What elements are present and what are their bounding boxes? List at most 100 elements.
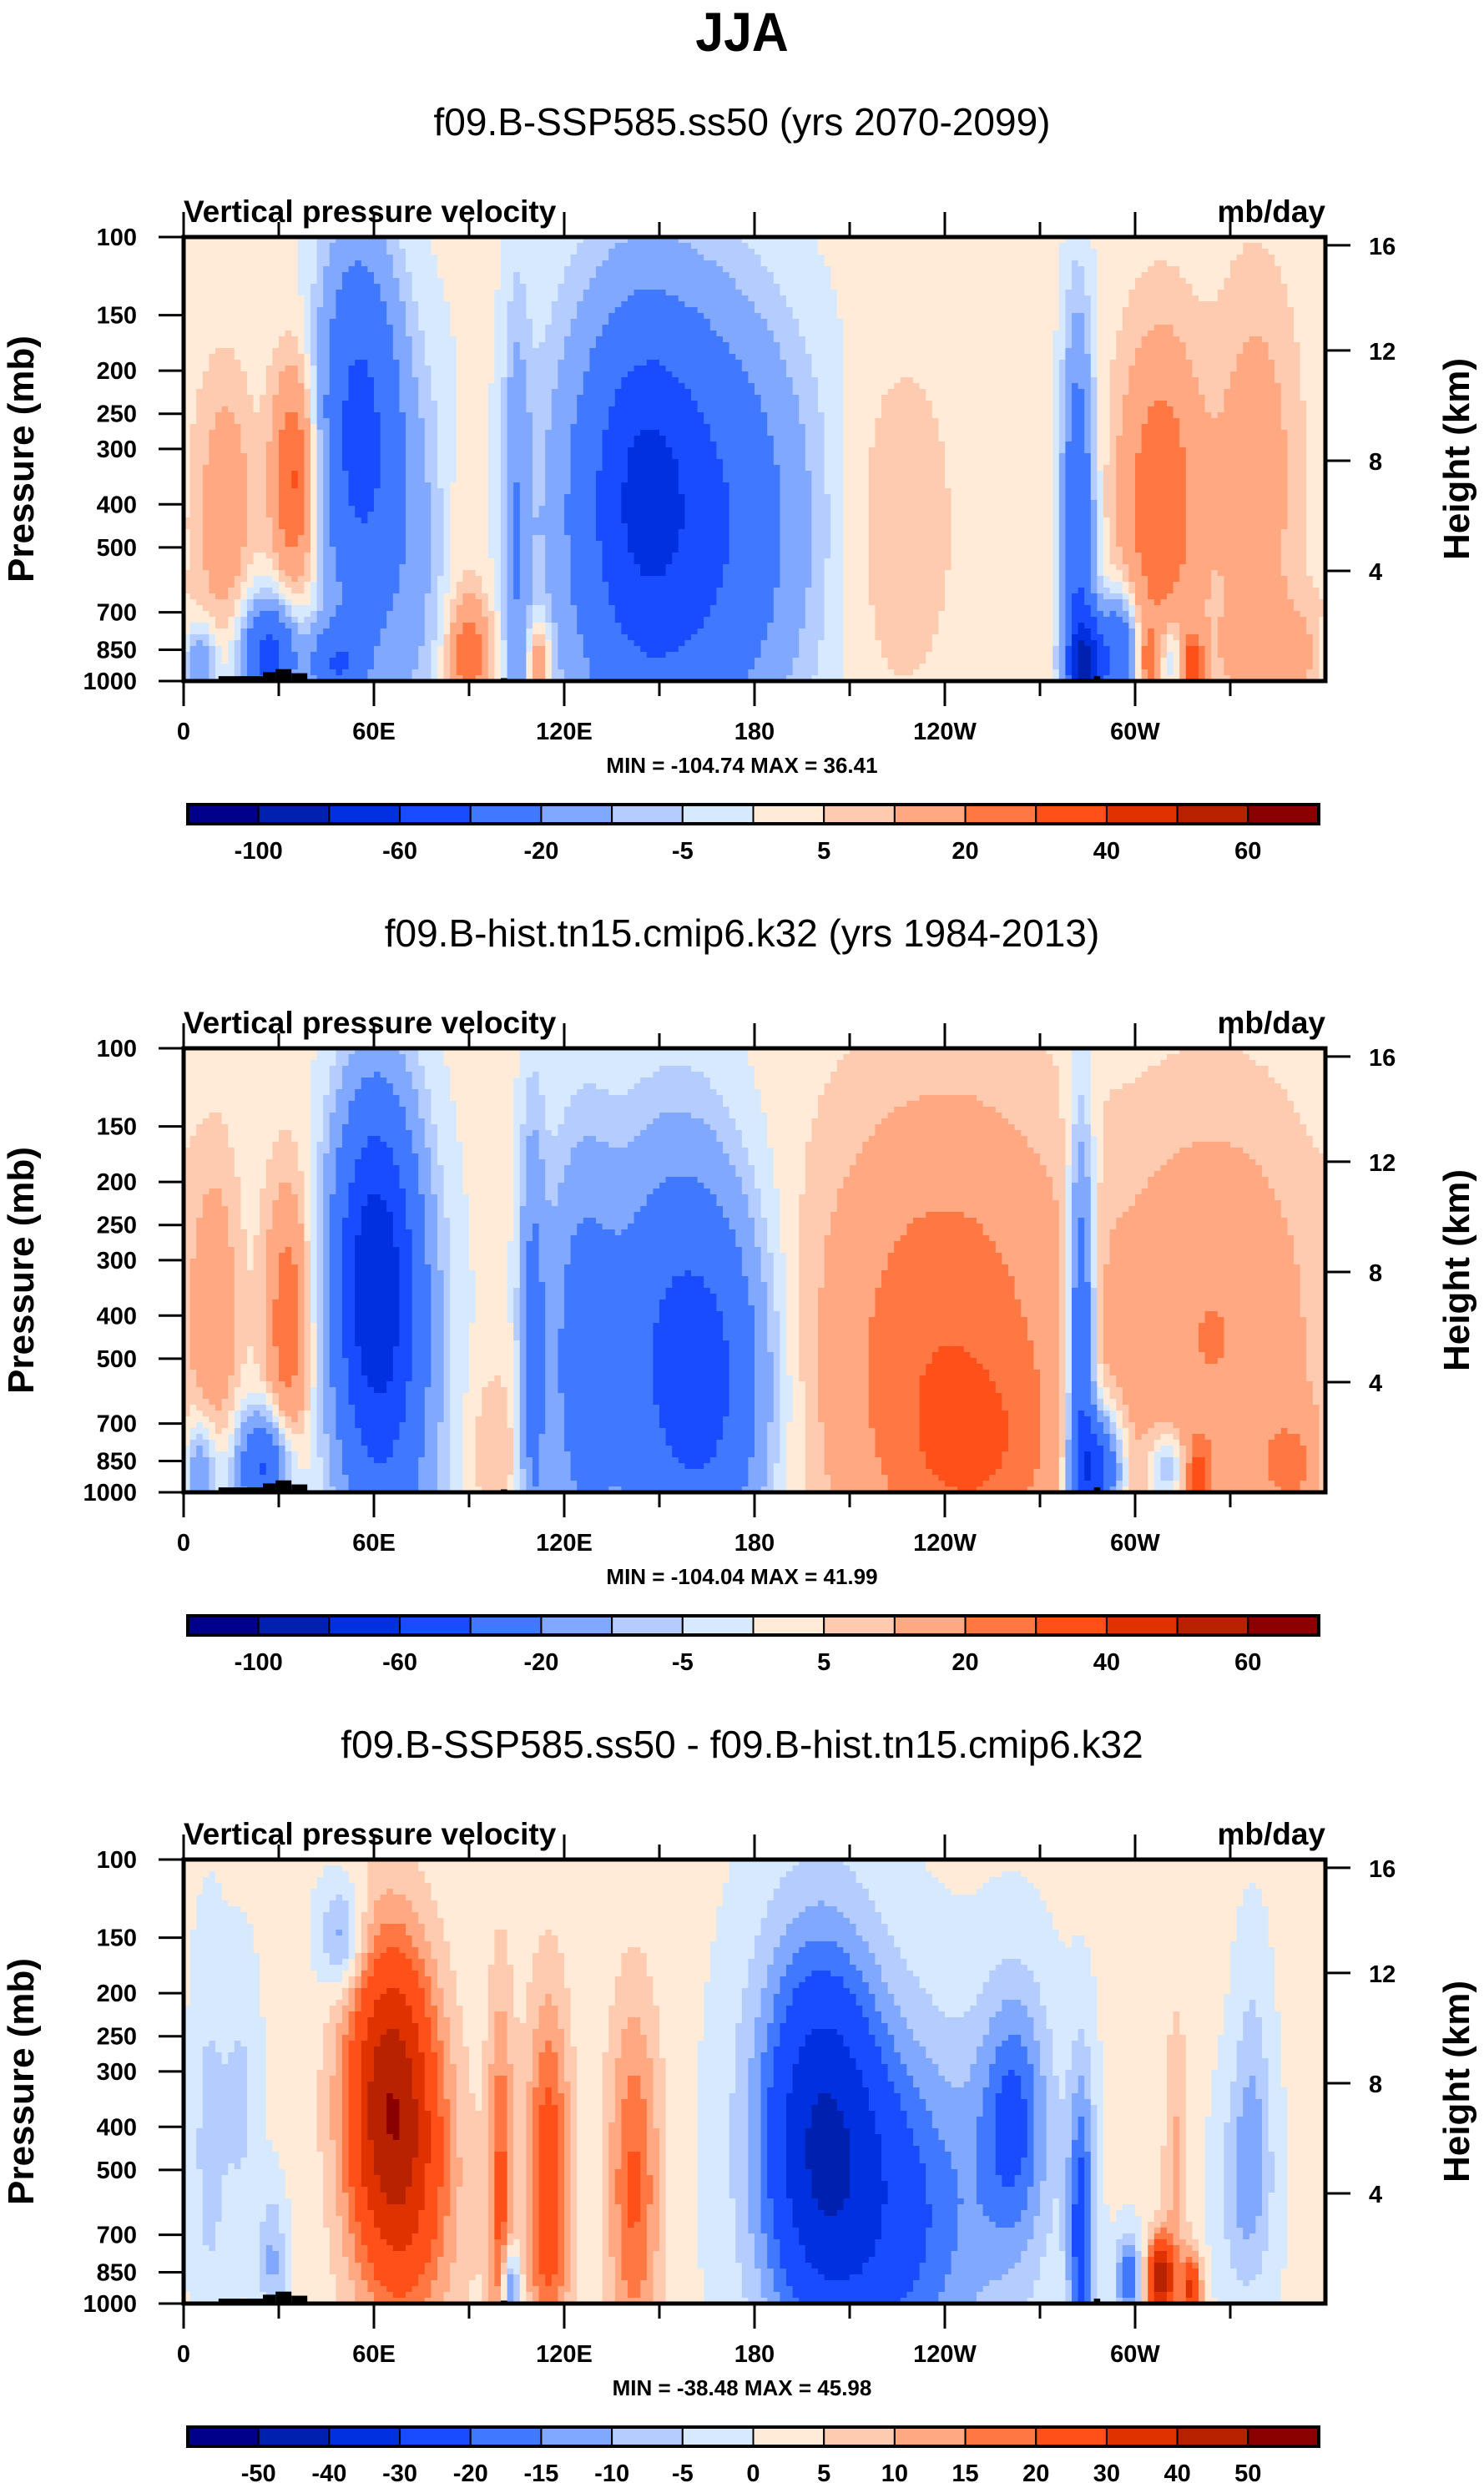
contour-cell xyxy=(938,313,945,320)
contour-cell xyxy=(374,389,381,396)
contour-cell xyxy=(215,243,222,250)
contour-cell xyxy=(228,336,235,343)
contour-cell xyxy=(1269,336,1275,343)
contour-cell xyxy=(735,377,742,384)
contour-cell xyxy=(425,278,432,285)
contour-cell xyxy=(843,272,850,279)
contour-cell xyxy=(381,383,387,390)
contour-cell xyxy=(647,383,654,390)
contour-cell xyxy=(215,371,222,378)
contour-cell xyxy=(1179,377,1186,384)
contour-cell xyxy=(1154,348,1161,355)
contour-cell xyxy=(920,395,926,401)
contour-cell xyxy=(926,319,932,326)
contour-cell xyxy=(310,284,317,290)
contour-cell xyxy=(608,278,615,285)
contour-cell xyxy=(1097,360,1103,366)
contour-cell xyxy=(552,348,558,355)
contour-cell xyxy=(843,249,850,255)
contour-cell xyxy=(1160,377,1167,384)
contour-cell xyxy=(672,243,679,250)
contour-cell xyxy=(412,313,419,320)
contour-cell xyxy=(564,354,571,361)
contour-cell xyxy=(583,383,590,390)
contour-cell xyxy=(901,395,907,401)
contour-cell xyxy=(1128,272,1135,279)
contour-cell xyxy=(279,319,285,326)
contour-cell xyxy=(1313,243,1320,250)
contour-cell xyxy=(501,260,507,267)
contour-cell xyxy=(330,307,336,314)
contour-cell xyxy=(875,266,881,273)
contour-cell xyxy=(825,307,831,314)
contour-cell xyxy=(1243,272,1249,279)
contour-cell xyxy=(1300,313,1307,320)
contour-cell xyxy=(1116,325,1123,331)
contour-cell xyxy=(1040,377,1047,384)
contour-cell xyxy=(951,383,958,390)
contour-cell xyxy=(1313,360,1320,366)
contour-cell xyxy=(1008,371,1015,378)
contour-cell xyxy=(203,284,209,290)
contour-cell xyxy=(996,319,1002,326)
contour-cell xyxy=(1148,249,1154,255)
contour-cell xyxy=(513,383,520,390)
contour-cell xyxy=(1091,272,1098,279)
contour-cell xyxy=(1186,354,1193,361)
contour-cell xyxy=(482,266,488,273)
contour-cell xyxy=(1123,342,1129,349)
contour-cell xyxy=(1174,319,1180,326)
contour-cell xyxy=(1306,278,1313,285)
contour-cell xyxy=(825,319,831,326)
contour-cell xyxy=(647,260,654,267)
contour-cell xyxy=(450,389,457,396)
contour-cell xyxy=(291,278,298,285)
contour-cell xyxy=(501,331,507,337)
contour-cell xyxy=(989,383,996,390)
contour-cell xyxy=(716,301,723,308)
contour-cell xyxy=(539,395,546,401)
contour-cell xyxy=(869,342,876,349)
contour-cell xyxy=(1123,319,1129,326)
contour-cell xyxy=(608,249,615,255)
contour-cell xyxy=(583,284,590,290)
contour-cell xyxy=(837,331,844,337)
contour-cell xyxy=(476,395,482,401)
contour-cell xyxy=(932,389,939,396)
contour-cell xyxy=(906,366,913,372)
contour-cell xyxy=(659,313,666,320)
contour-cell xyxy=(1255,307,1262,314)
contour-cell xyxy=(1306,301,1313,308)
contour-cell xyxy=(659,278,666,285)
contour-cell xyxy=(355,383,361,390)
contour-cell xyxy=(621,319,628,326)
contour-cell xyxy=(913,377,920,384)
contour-cell xyxy=(545,255,552,261)
contour-cell xyxy=(698,383,704,390)
contour-cell xyxy=(1135,260,1142,267)
contour-cell xyxy=(513,331,520,337)
contour-cell xyxy=(533,354,539,361)
contour-cell xyxy=(748,395,755,401)
contour-cell xyxy=(710,272,717,279)
contour-cell xyxy=(291,319,298,326)
contour-cell xyxy=(1287,325,1294,331)
contour-cell xyxy=(1281,336,1288,343)
contour-cell xyxy=(349,319,356,326)
contour-cell xyxy=(418,383,425,390)
contour-cell xyxy=(431,301,437,308)
contour-cell xyxy=(875,336,881,343)
contour-cell xyxy=(957,278,964,285)
contour-cell xyxy=(406,342,412,349)
contour-cell xyxy=(666,307,673,314)
contour-cell xyxy=(989,342,996,349)
contour-cell xyxy=(951,255,958,261)
contour-cell xyxy=(875,395,881,401)
contour-cell xyxy=(926,377,932,384)
contour-cell xyxy=(862,255,869,261)
contour-cell xyxy=(901,331,907,337)
contour-cell xyxy=(1116,366,1123,372)
contour-cell xyxy=(710,354,717,361)
contour-cell xyxy=(983,307,990,314)
contour-cell xyxy=(209,260,215,267)
